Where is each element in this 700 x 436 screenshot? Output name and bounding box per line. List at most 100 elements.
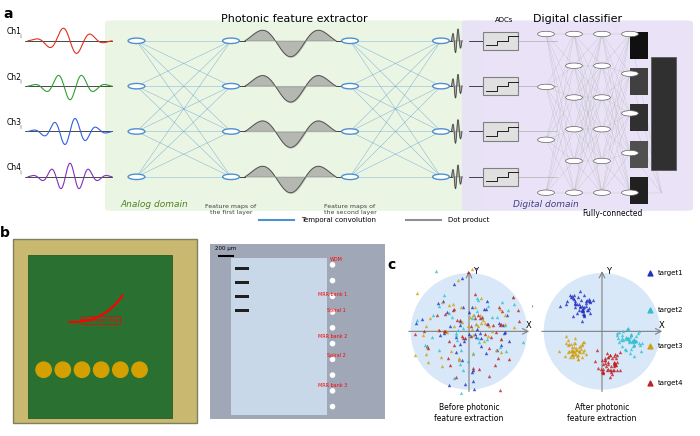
Point bbox=[410, 319, 421, 326]
Point bbox=[633, 329, 644, 336]
Point bbox=[471, 320, 482, 327]
Point bbox=[644, 270, 655, 277]
Point bbox=[503, 307, 514, 314]
Point bbox=[582, 306, 593, 313]
Point bbox=[631, 337, 642, 344]
Point bbox=[566, 344, 578, 351]
Point bbox=[493, 354, 504, 361]
Point bbox=[619, 336, 630, 343]
Circle shape bbox=[622, 150, 638, 156]
Circle shape bbox=[594, 158, 610, 164]
FancyBboxPatch shape bbox=[28, 255, 172, 418]
Point bbox=[472, 322, 483, 329]
Point bbox=[560, 333, 571, 340]
Point bbox=[466, 332, 477, 339]
Point bbox=[603, 353, 614, 360]
Point bbox=[459, 381, 470, 388]
Point bbox=[584, 299, 596, 306]
Circle shape bbox=[594, 63, 610, 68]
Point bbox=[494, 392, 505, 399]
FancyBboxPatch shape bbox=[630, 104, 648, 132]
Point bbox=[482, 332, 493, 339]
Point bbox=[584, 298, 596, 305]
Point bbox=[625, 349, 636, 356]
Circle shape bbox=[128, 174, 145, 180]
Point bbox=[560, 339, 571, 346]
Text: target1: target1 bbox=[658, 270, 684, 276]
Point bbox=[603, 360, 614, 367]
Point bbox=[578, 347, 589, 354]
Point bbox=[568, 296, 579, 303]
Point bbox=[474, 314, 485, 321]
Point bbox=[615, 337, 626, 344]
FancyBboxPatch shape bbox=[210, 244, 385, 419]
Point bbox=[475, 334, 486, 341]
Point bbox=[467, 314, 478, 321]
Point bbox=[507, 293, 518, 300]
Point bbox=[475, 320, 486, 327]
Text: Fully-connected: Fully-connected bbox=[582, 208, 643, 218]
Point bbox=[480, 331, 491, 338]
Point bbox=[592, 347, 603, 354]
Point bbox=[569, 344, 580, 351]
Circle shape bbox=[128, 38, 145, 44]
Point bbox=[613, 339, 624, 346]
Point bbox=[496, 335, 507, 342]
Circle shape bbox=[538, 84, 554, 90]
Point bbox=[578, 310, 589, 317]
Point bbox=[578, 307, 589, 314]
Point bbox=[448, 374, 459, 381]
Point bbox=[441, 329, 452, 336]
Point bbox=[454, 354, 465, 361]
Point bbox=[582, 296, 593, 303]
Point bbox=[453, 326, 464, 333]
Point bbox=[629, 353, 640, 360]
Point bbox=[480, 319, 491, 326]
Point bbox=[629, 338, 641, 345]
Point bbox=[436, 362, 447, 369]
Point bbox=[627, 342, 638, 349]
Point bbox=[576, 318, 587, 325]
Point bbox=[530, 313, 541, 320]
Point bbox=[568, 340, 580, 347]
Point bbox=[468, 312, 479, 319]
Circle shape bbox=[330, 373, 335, 377]
Point bbox=[608, 363, 620, 370]
Point bbox=[612, 334, 623, 341]
FancyBboxPatch shape bbox=[234, 282, 248, 284]
Point bbox=[624, 337, 636, 344]
Circle shape bbox=[36, 362, 51, 378]
Point bbox=[473, 296, 484, 303]
Point bbox=[572, 347, 583, 354]
Text: Spiral 2: Spiral 2 bbox=[327, 353, 345, 358]
Point bbox=[628, 335, 639, 342]
Point bbox=[622, 325, 634, 332]
Point bbox=[500, 321, 511, 328]
Point bbox=[475, 342, 486, 349]
Point bbox=[574, 348, 585, 355]
Point bbox=[614, 328, 625, 335]
Point bbox=[491, 329, 502, 336]
Point bbox=[606, 363, 617, 370]
Text: target4: target4 bbox=[658, 380, 683, 386]
Point bbox=[482, 320, 493, 327]
Point bbox=[605, 352, 616, 359]
Point bbox=[572, 352, 583, 359]
Point bbox=[457, 334, 468, 341]
Circle shape bbox=[566, 95, 582, 100]
Point bbox=[420, 342, 431, 349]
Point bbox=[629, 341, 640, 348]
Point bbox=[565, 293, 576, 300]
Point bbox=[459, 334, 470, 341]
Point bbox=[454, 360, 466, 367]
Point bbox=[563, 337, 574, 344]
Point bbox=[438, 297, 449, 304]
Circle shape bbox=[433, 129, 449, 134]
Point bbox=[458, 303, 469, 310]
Point bbox=[564, 347, 575, 354]
Point bbox=[629, 337, 640, 344]
Point bbox=[443, 301, 454, 308]
Point bbox=[440, 310, 451, 317]
Point bbox=[608, 358, 620, 365]
Circle shape bbox=[566, 31, 582, 37]
